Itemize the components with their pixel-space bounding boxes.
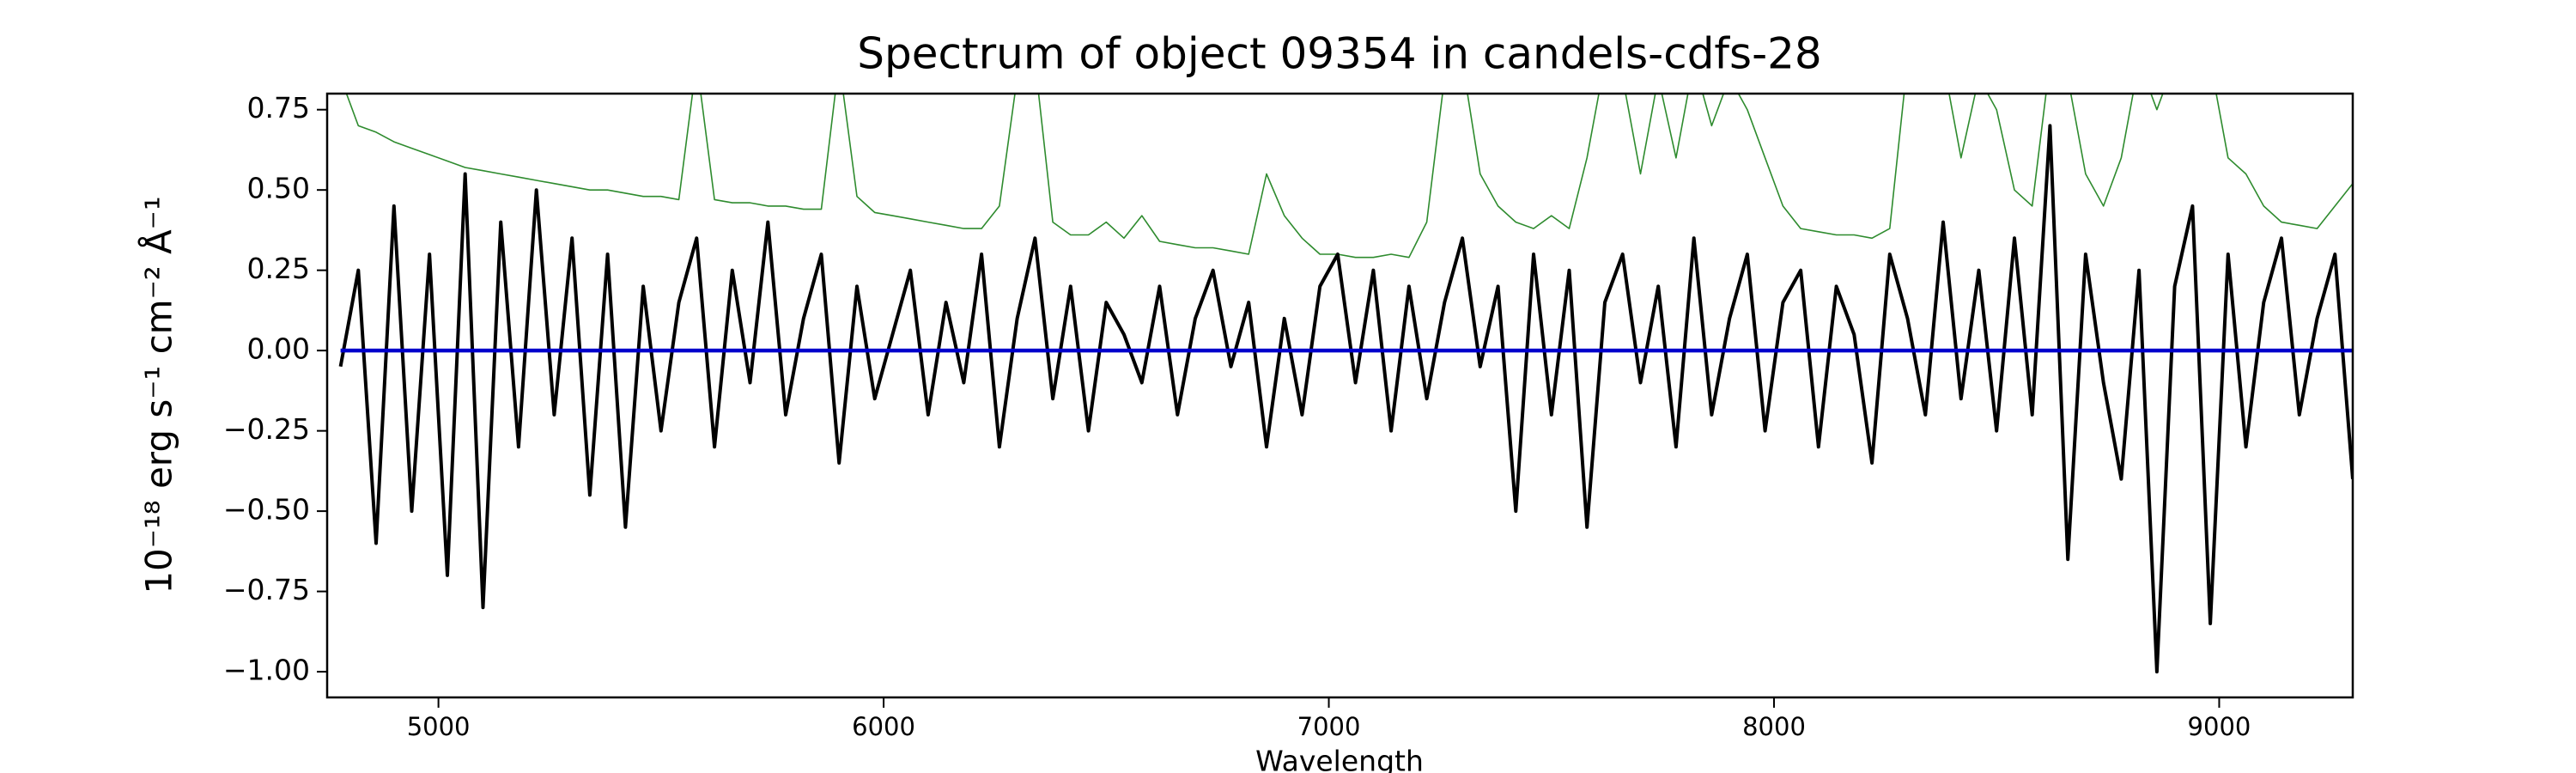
y-tick-label: −1.00 (223, 654, 310, 687)
chart-title: Spectrum of object 09354 in candels-cdfs… (857, 29, 1822, 79)
plot-area (338, 94, 2353, 674)
series-line (338, 124, 2353, 674)
y-tick-label: −0.75 (223, 573, 310, 606)
x-tick-label: 5000 (407, 712, 471, 741)
y-tick-label: −0.50 (223, 493, 310, 526)
y-axis-label: 10⁻¹⁸ erg s⁻¹ cm⁻² Å⁻¹ (137, 196, 180, 593)
x-tick-label: 7000 (1297, 712, 1361, 741)
x-tick-label: 6000 (852, 712, 915, 741)
y-tick-label: −0.25 (223, 412, 310, 446)
y-tick-label: 0.50 (247, 172, 310, 205)
axes-frame (325, 92, 2354, 699)
x-axis-label: Wavelength (1255, 745, 1424, 773)
y-tick-label: 0.25 (247, 252, 310, 285)
series-line (345, 94, 2353, 259)
y-tick-label: 0.00 (247, 332, 310, 366)
x-tick-label: 9000 (2188, 712, 2251, 741)
x-tick-label: 8000 (1742, 712, 1806, 741)
y-tick-label: 0.75 (247, 91, 310, 125)
